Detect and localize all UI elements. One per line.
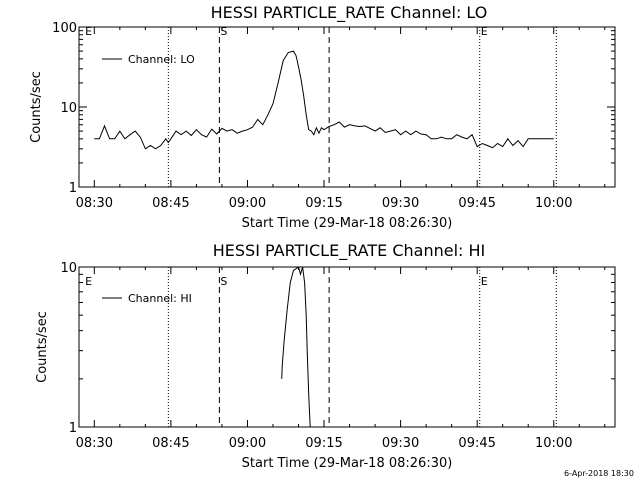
panel-lo-x-tick-label: 09:00 — [229, 196, 266, 211]
panel-lo-y-tick-label: 1 — [69, 181, 77, 196]
panel-hi-x-axis-label: Start Time (29-Mar-18 08:26:30) — [242, 456, 453, 471]
panel-lo-marker-label: E — [85, 25, 92, 38]
panel-lo-marker-label: E — [481, 25, 488, 38]
panel-lo-x-tick-label: 09:30 — [382, 196, 419, 211]
panel-lo-x-axis-label: Start Time (29-Mar-18 08:26:30) — [242, 216, 453, 231]
panel-hi: HESSI PARTICLE_RATE Channel: HI 08:30 08:… — [35, 241, 616, 471]
panel-hi-marker-label: E — [85, 275, 92, 288]
panel-lo-y-tick-label: 100 — [52, 21, 77, 36]
panel-lo-x-tick-label: 09:15 — [305, 196, 342, 211]
footer-timestamp: 6-Apr-2018 18:30 — [564, 469, 634, 478]
panel-hi-x-tick-label: 09:00 — [229, 436, 266, 451]
panel-hi-y-axis-label: Counts/sec — [35, 311, 50, 383]
panel-lo-x-tick-label: 08:30 — [76, 196, 113, 211]
panel-hi-title: HESSI PARTICLE_RATE Channel: HI — [213, 241, 486, 261]
panel-lo-x-tick-label: 08:45 — [152, 196, 189, 211]
panel-lo-x-tick-label: 09:45 — [458, 196, 495, 211]
panel-hi-y-tick-label: 10 — [60, 261, 77, 276]
panel-hi-y-tick-label: 1 — [69, 421, 77, 436]
panel-lo-x-tick-label: 10:00 — [535, 196, 572, 211]
panel-hi-x-tick-label: 09:45 — [458, 436, 495, 451]
panel-lo: HESSI PARTICLE_RATE Channel: LO 08:30 08:… — [29, 3, 616, 231]
panel-hi-plot-frame — [78, 266, 616, 428]
panel-lo-series-line — [94, 50, 554, 150]
panel-hi-marker-label: S — [220, 275, 227, 288]
panel-hi-x-tick-label: 09:30 — [382, 436, 419, 451]
panel-hi-legend-label: Channel: HI — [128, 292, 192, 305]
panel-hi-x-tick-label: 09:15 — [305, 436, 342, 451]
panel-lo-marks: 08:30 08:45 09:00 09:15 09:30 09:45 10:00 1 10 10… — [52, 21, 615, 211]
panel-hi-x-tick-label: 08:45 — [152, 436, 189, 451]
panel-hi-marks: 08:30 08:45 09:00 09:15 09:30 09:45 10:00 1 10 E S… — [60, 261, 615, 451]
panel-lo-marker-label: S — [220, 25, 227, 38]
panel-lo-title: HESSI PARTICLE_RATE Channel: LO — [211, 3, 488, 23]
panel-hi-series-line — [281, 266, 311, 428]
panel-hi-x-tick-label: 08:30 — [76, 436, 113, 451]
panel-lo-legend-label: Channel: LO — [128, 53, 195, 66]
panel-lo-y-axis-label: Counts/sec — [29, 71, 44, 143]
panel-hi-marker-label: E — [481, 275, 488, 288]
panel-hi-x-tick-label: 10:00 — [535, 436, 572, 451]
panel-lo-y-tick-label: 10 — [60, 101, 77, 116]
